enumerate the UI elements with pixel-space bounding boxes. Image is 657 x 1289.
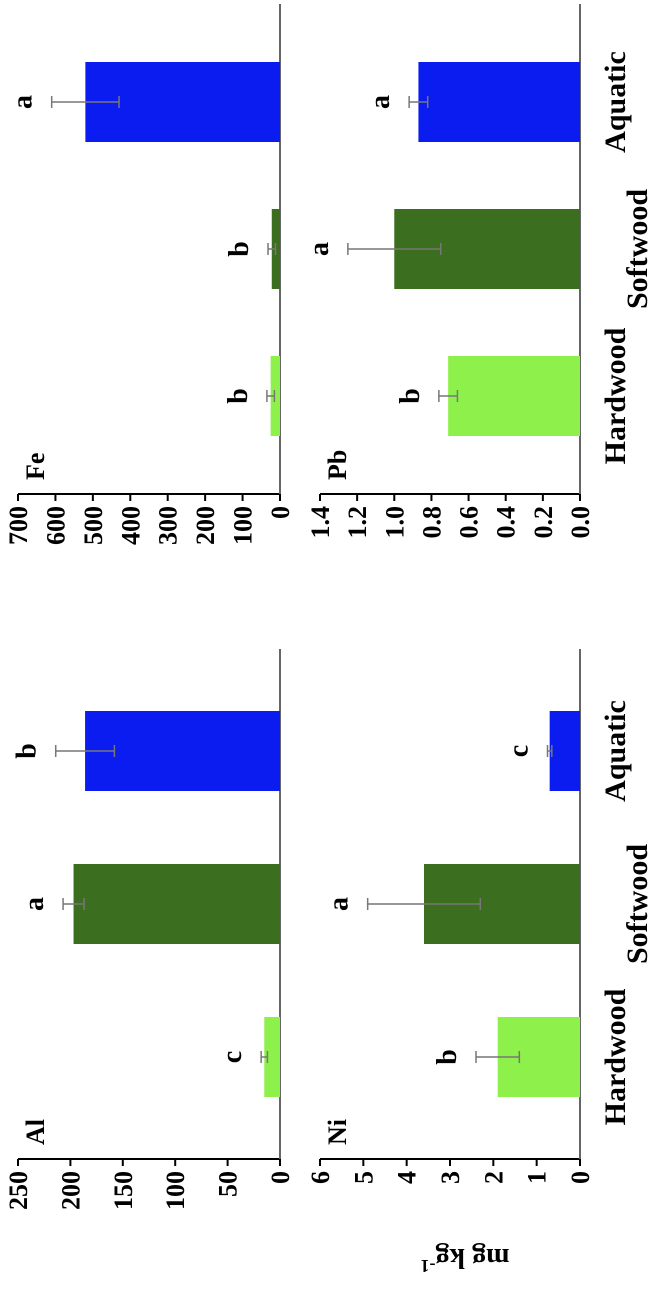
y-axis-title-exponent: -1 (421, 1256, 436, 1276)
bar-aquatic (85, 711, 280, 791)
y-tick-label: 200 (191, 506, 220, 545)
x-tick-label-aquatic: Aquatic (599, 51, 632, 153)
panel-al: 0 50 100 150 200 250 Al c a b (4, 649, 295, 1210)
significance-letter: b (224, 241, 255, 257)
bar-aquatic (85, 62, 280, 142)
significance-letter: b (12, 743, 43, 759)
y-tick-label: 400 (116, 506, 145, 545)
y-tick-label: 0.4 (492, 506, 521, 539)
significance-letter: c (504, 745, 535, 757)
y-tick-label: 200 (56, 1171, 85, 1210)
y-tick-label: 0.6 (455, 506, 484, 539)
y-tick-label: 0 (566, 1171, 595, 1184)
significance-letter: a (19, 897, 50, 911)
y-tick-label: 150 (109, 1171, 138, 1210)
y-tick-label: 1.2 (343, 506, 372, 539)
y-tick-label: 0.0 (566, 506, 595, 539)
y-tick-label: 0 (266, 1171, 295, 1184)
bar-aquatic (418, 62, 580, 142)
significance-letter: b (395, 388, 426, 404)
y-tick-label: 100 (161, 1171, 190, 1210)
significance-letter: a (304, 242, 335, 256)
y-tick-label: 700 (4, 506, 33, 545)
significance-letter: a (365, 95, 396, 109)
bar-hardwood (270, 356, 280, 436)
y-tick-label: 1.4 (306, 506, 335, 539)
significance-letter: c (217, 1051, 248, 1063)
significance-letter: b (432, 1049, 463, 1065)
y-tick-label: 1.0 (380, 506, 409, 539)
bar-hardwood (264, 1017, 280, 1097)
significance-letter: a (324, 897, 355, 911)
panel-title: Pb (323, 450, 352, 480)
bar-softwood (73, 864, 280, 944)
bar-hardwood (497, 1017, 580, 1097)
y-tick-label: 6 (306, 1171, 335, 1184)
y-tick-label: 50 (214, 1171, 243, 1197)
bar-hardwood (448, 356, 580, 436)
y-tick-label: 4 (393, 1171, 422, 1184)
panel-title: Fe (21, 453, 50, 480)
y-axis-title: mg kg-1 (421, 1242, 510, 1276)
y-tick-label: 300 (154, 506, 183, 545)
bar-aquatic (549, 711, 581, 791)
y-tick-label: 5 (349, 1171, 378, 1184)
panel-title: Al (21, 1119, 50, 1145)
y-tick-label: 0 (266, 506, 295, 519)
panel-pb: 0.0 0.2 0.4 0.6 0.8 1.0 1.2 1.4 Pb b a a (304, 4, 595, 539)
y-tick-label: 3 (436, 1171, 465, 1184)
y-tick-label: 1 (523, 1171, 552, 1184)
panel-fe: 0 100 200 300 400 500 600 700 Fe b b a (4, 4, 295, 545)
significance-letter: b (223, 388, 254, 404)
x-tick-label-hardwood: Hardwood (599, 988, 632, 1125)
y-tick-label: 500 (79, 506, 108, 545)
x-tick-label-hardwood: Hardwood (599, 327, 632, 464)
significance-letter: a (8, 95, 39, 109)
panel-title: Ni (323, 1119, 352, 1145)
y-tick-label: 100 (229, 506, 258, 545)
y-tick-label: 0.2 (529, 506, 558, 539)
panel-ni: 0 1 2 3 4 5 6 Ni b a c (306, 649, 595, 1184)
y-tick-label: 0.8 (417, 506, 446, 539)
x-tick-label-softwood: Softwood (621, 189, 654, 309)
y-tick-label: 600 (41, 506, 70, 545)
bar-softwood (394, 209, 580, 289)
y-tick-label: 2 (479, 1171, 508, 1184)
y-tick-label: 250 (4, 1171, 33, 1210)
x-tick-label-aquatic: Aquatic (599, 700, 632, 802)
x-tick-label-softwood: Softwood (621, 844, 654, 964)
bar-softwood (424, 864, 580, 944)
